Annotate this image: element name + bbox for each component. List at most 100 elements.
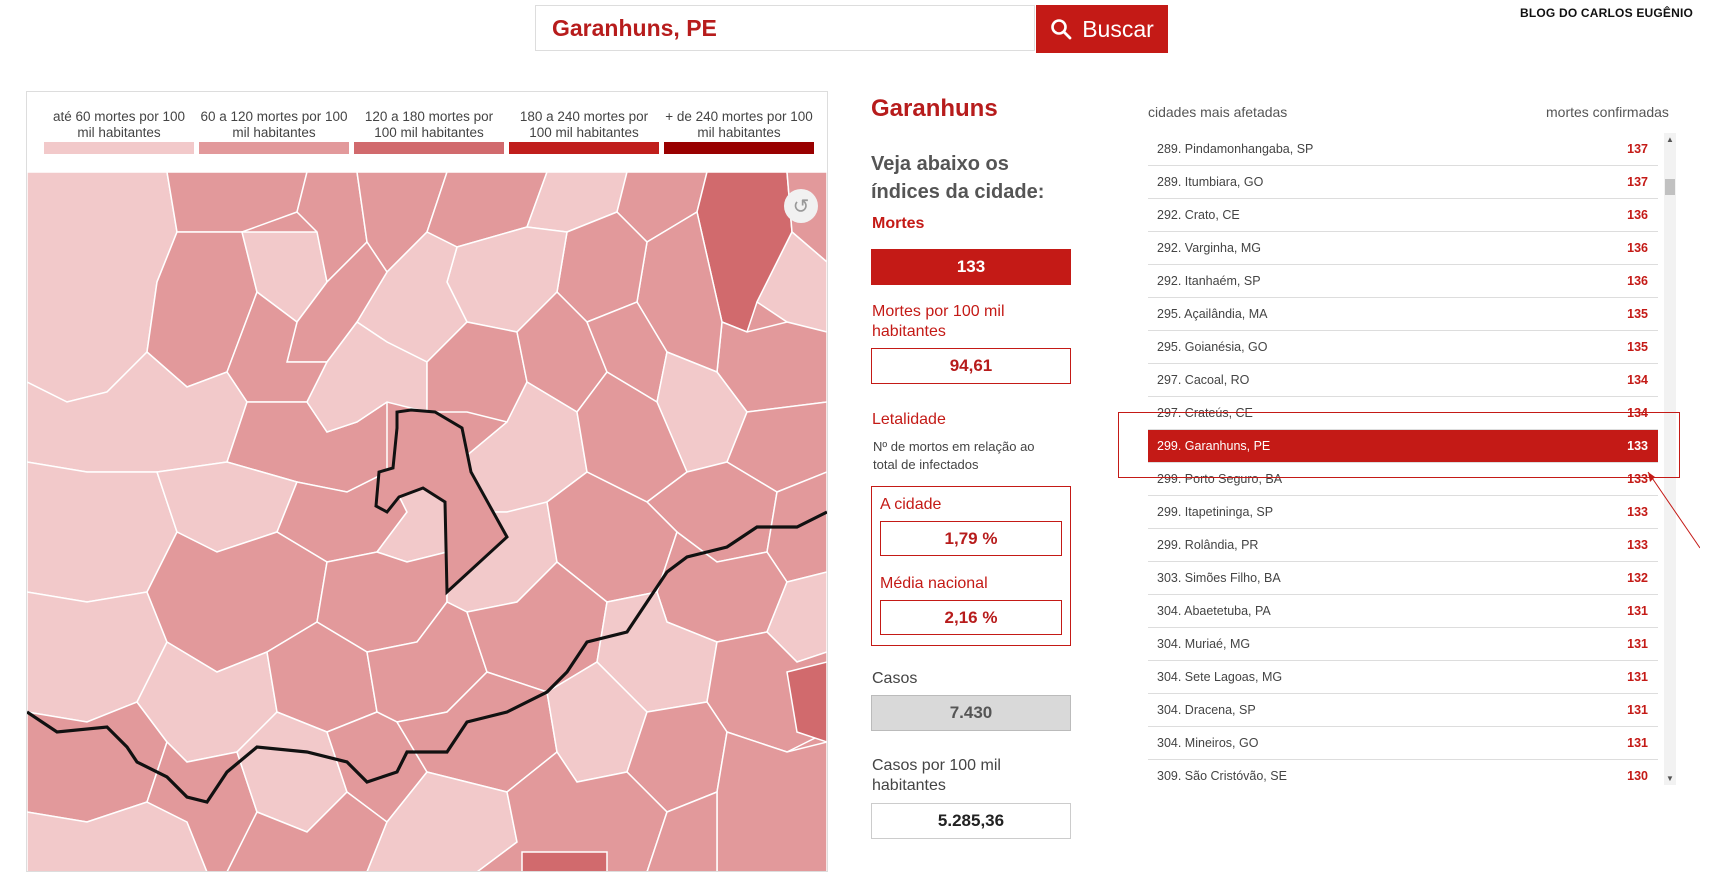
lethality-label: Letalidade	[872, 411, 946, 428]
ranking-scrollbar[interactable]: ▲ ▼	[1664, 133, 1676, 785]
cases-label: Casos	[872, 670, 918, 687]
ranking-row[interactable]: 289. Pindamonhangaba, SP 137	[1148, 133, 1658, 166]
search-input-value: Garanhuns, PE	[552, 14, 717, 41]
search-button[interactable]: Buscar	[1036, 5, 1168, 53]
ranking-death-count: 131	[1627, 703, 1648, 717]
ranking-death-count: 133	[1627, 472, 1648, 486]
annotation-arrow	[1647, 471, 1700, 549]
city-lethality-value: 1,79 %	[880, 521, 1062, 556]
scroll-up-icon[interactable]: ▲	[1666, 135, 1674, 144]
search-button-label: Buscar	[1082, 15, 1154, 42]
ranking-row[interactable]: 303. Simões Filho, BA 132	[1148, 562, 1658, 595]
garanhuns-boundary	[374, 408, 509, 596]
ranking-death-count: 131	[1627, 604, 1648, 618]
ranking-row[interactable]: 292. Itanhaém, SP 136	[1148, 265, 1658, 298]
municipality	[521, 851, 608, 871]
lethality-box: A cidade 1,79 % Média nacional 2,16 %	[871, 486, 1071, 646]
reset-zoom-button[interactable]: ↺	[784, 189, 818, 223]
deaths-label: Mortes	[872, 215, 925, 232]
ranking-death-count: 133	[1627, 538, 1648, 552]
legend-label-4: 180 a 240 mortes por 100 mil habitantes	[519, 109, 649, 140]
ranking-row[interactable]: 297. Cacoal, RO 134	[1148, 364, 1658, 397]
ranking-row[interactable]: 299. Porto Seguro, BA 133	[1148, 463, 1658, 496]
cases-value: 7.430	[871, 695, 1071, 731]
ranking-death-count: 134	[1627, 373, 1648, 387]
municipality	[716, 731, 827, 871]
indicators-subtitle: Veja abaixo os índices da cidade:	[871, 153, 1045, 203]
search-input[interactable]: Garanhuns, PE	[535, 5, 1035, 51]
legend-swatch-2	[199, 142, 349, 154]
ranking-row[interactable]: 299. Itapetininga, SP 133	[1148, 496, 1658, 529]
ranking-city-name: 295. Açailândia, MA	[1157, 307, 1268, 321]
ranking-death-count: 131	[1627, 736, 1648, 750]
ranking-row-selected[interactable]: 299. Garanhuns, PE 133	[1148, 430, 1658, 463]
ranking-row[interactable]: 295. Goianésia, GO 135	[1148, 331, 1658, 364]
ranking-death-count: 133	[1627, 505, 1648, 519]
ranking-row[interactable]: 309. São Cristóvão, SE 130	[1148, 760, 1658, 783]
choropleth-map[interactable]	[27, 172, 827, 872]
cases-per-100k-label: Casos por 100 mil habitantes	[872, 757, 1001, 794]
legend-label-3: 120 a 180 mortes por 100 mil habitantes	[364, 109, 494, 140]
ranking-city-name: 309. São Cristóvão, SE	[1157, 769, 1287, 783]
ranking-death-count: 137	[1627, 142, 1648, 156]
ranking-death-count: 130	[1627, 769, 1648, 783]
ranking-death-count: 136	[1627, 274, 1648, 288]
city-title: Garanhuns	[871, 95, 998, 122]
municipality	[786, 661, 827, 743]
ranking-city-name: 304. Muriaé, MG	[1157, 637, 1251, 651]
scroll-thumb[interactable]	[1665, 179, 1675, 195]
ranking-city-name: 299. Itapetininga, SP	[1157, 505, 1274, 519]
ranking-row[interactable]: 289. Itumbiara, GO 137	[1148, 166, 1658, 199]
highlight-annotation	[1118, 412, 1680, 478]
ranking-city-name: 299. Rolândia, PR	[1157, 538, 1259, 552]
national-average-label: Média nacional	[880, 575, 988, 592]
legend-label-2: 60 a 120 mortes por 100 mil habitantes	[200, 109, 348, 140]
ranking-death-count: 134	[1627, 406, 1648, 420]
ranking-city-name: 289. Itumbiara, GO	[1157, 175, 1264, 189]
legend-swatch-3	[354, 142, 504, 154]
municipality	[646, 790, 718, 871]
ranking-city-name: 297. Crateús, CE	[1157, 406, 1253, 420]
ranking-row[interactable]: 304. Muriaé, MG 131	[1148, 628, 1658, 661]
ranking-header-cities: cidades mais afetadas	[1148, 104, 1288, 120]
ranking-death-count: 136	[1627, 208, 1648, 222]
ranking-city-name: 289. Pindamonhangaba, SP	[1157, 142, 1314, 156]
scroll-down-icon[interactable]: ▼	[1666, 774, 1674, 783]
ranking-death-count: 131	[1627, 670, 1648, 684]
ranking-row[interactable]: 304. Mineiros, GO 131	[1148, 727, 1658, 760]
cases-per-100k-value: 5.285,36	[871, 803, 1071, 839]
ranking-row[interactable]: 292. Varginha, MG 136	[1148, 232, 1658, 265]
ranking-death-count: 135	[1627, 307, 1648, 321]
legend-swatch-1	[44, 142, 194, 154]
legend-swatch-5	[664, 142, 814, 154]
ranking-death-count: 137	[1627, 175, 1648, 189]
city-lethality-label: A cidade	[880, 496, 942, 513]
ranking-row[interactable]: 304. Sete Lagoas, MG 131	[1148, 661, 1658, 694]
ranking-city-name: 304. Sete Lagoas, MG	[1157, 670, 1283, 684]
search-icon	[1051, 19, 1072, 40]
deaths-value: 133	[871, 249, 1071, 285]
ranking-city-name: 303. Simões Filho, BA	[1157, 571, 1281, 585]
ranking-row[interactable]: 304. Dracena, SP 131	[1148, 694, 1658, 727]
ranking-death-count: 133	[1627, 439, 1648, 453]
ranking-list[interactable]: 289. Pindamonhangaba, SP 137 289. Itumbiar…	[1148, 133, 1658, 783]
ranking-city-name: 295. Goianésia, GO	[1157, 340, 1268, 354]
ranking-row[interactable]: 304. Abaetetuba, PA 131	[1148, 595, 1658, 628]
deaths-per-100k-label: Mortes por 100 mil habitantes	[872, 303, 1005, 340]
brand-logo: BLOG DO CARLOS EUGÊNIO	[1520, 6, 1694, 20]
legend-label-1: até 60 mortes por 100 mil habitantes	[52, 109, 186, 140]
ranking-city-name: 292. Itanhaém, SP	[1157, 274, 1261, 288]
municipality	[306, 320, 428, 433]
ranking-row[interactable]: 292. Crato, CE 136	[1148, 199, 1658, 232]
ranking-death-count: 135	[1627, 340, 1648, 354]
ranking-city-name: 299. Garanhuns, PE	[1157, 439, 1271, 453]
ranking-city-name: 292. Varginha, MG	[1157, 241, 1261, 255]
ranking-death-count: 136	[1627, 241, 1648, 255]
national-average-value: 2,16 %	[880, 600, 1062, 635]
ranking-row[interactable]: 295. Açailândia, MA 135	[1148, 298, 1658, 331]
ranking-row[interactable]: 297. Crateús, CE 134	[1148, 397, 1658, 430]
ranking-row[interactable]: 299. Rolândia, PR 133	[1148, 529, 1658, 562]
legend-label-5: + de 240 mortes por 100 mil habitantes	[665, 109, 813, 140]
map-legend: até 60 mortes por 100 mil habitantes 60 …	[27, 92, 827, 172]
ranking-city-name: 292. Crato, CE	[1157, 208, 1240, 222]
